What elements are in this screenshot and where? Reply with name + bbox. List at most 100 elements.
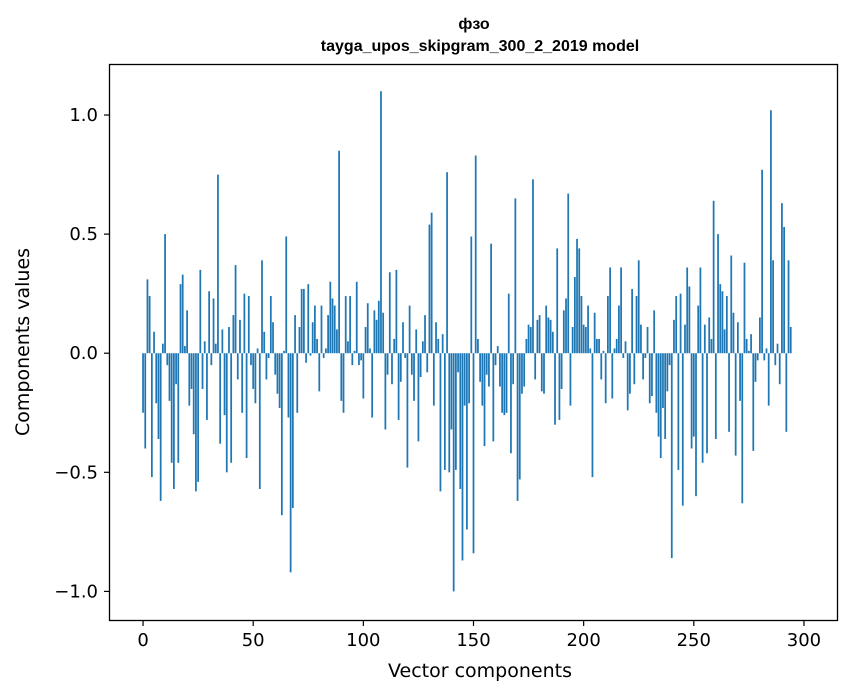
bar-component-99: [360, 353, 363, 361]
x-tick-label: 150: [456, 630, 490, 651]
bar-component-274: [745, 338, 748, 354]
bar-component-102: [366, 303, 369, 354]
bar-component-276: [750, 334, 752, 354]
bar-component-198: [578, 248, 581, 354]
bar-component-171: [518, 353, 521, 480]
bar-component-239: [668, 353, 671, 366]
bar-component-251: [695, 353, 697, 497]
bar-component-129: [426, 353, 429, 373]
bar-component-177: [532, 179, 534, 354]
bar-component-233: [655, 353, 658, 413]
x-tick-label: 100: [346, 630, 380, 651]
bar-component-82: [322, 353, 325, 358]
bar-component-13: [170, 353, 173, 463]
bar-component-46: [243, 293, 246, 354]
bar-component-181: [540, 353, 543, 392]
bar-component-210: [604, 353, 607, 404]
bar-component-54: [261, 260, 263, 354]
bar-component-114: [393, 338, 396, 354]
bar-component-166: [507, 293, 510, 354]
bar-component-231: [651, 353, 653, 397]
bar-component-33: [214, 343, 217, 354]
bar-component-164: [503, 353, 506, 416]
bar-component-242: [675, 296, 678, 354]
bar-component-246: [684, 324, 686, 354]
bar-component-179: [536, 319, 539, 354]
bar-component-245: [681, 353, 684, 506]
bar-component-5: [153, 331, 155, 354]
bar-component-197: [576, 238, 578, 354]
bar-component-134: [437, 338, 440, 354]
bar-component-43: [236, 353, 239, 380]
bar-component-11: [166, 353, 169, 366]
bar-component-41: [232, 315, 235, 354]
bar-component-229: [646, 327, 649, 354]
bar-component-203: [589, 348, 592, 354]
bar-component-224: [635, 296, 638, 354]
bar-component-109: [382, 312, 385, 354]
bar-component-157: [488, 353, 490, 387]
bar-component-57: [267, 353, 270, 358]
bar-component-225: [637, 260, 640, 354]
bar-component-96: [353, 350, 356, 354]
bar-component-279: [756, 353, 759, 361]
bar-component-85: [329, 281, 332, 354]
bar-component-107: [377, 300, 380, 354]
bar-component-290: [781, 203, 783, 354]
bar-component-289: [778, 353, 781, 385]
bar-component-12: [168, 353, 171, 401]
bar-component-209: [602, 350, 605, 354]
bar-component-261: [717, 234, 719, 354]
bar-component-18: [181, 274, 184, 354]
bar-component-61: [276, 353, 279, 394]
bar-component-156: [485, 353, 488, 375]
bar-component-270: [736, 322, 739, 354]
bar-component-63: [280, 353, 283, 516]
bar-component-264: [723, 329, 726, 354]
bar-component-288: [776, 343, 779, 354]
bar-component-45: [241, 353, 244, 413]
bar-component-110: [384, 353, 387, 430]
bar-component-36: [221, 329, 224, 354]
bar-component-67: [289, 353, 292, 573]
bar-component-133: [435, 322, 437, 354]
bar-component-168: [512, 353, 515, 385]
bar-component-117: [399, 353, 402, 382]
bar-component-71: [298, 327, 301, 354]
bar-component-257: [708, 317, 711, 354]
bar-component-94: [349, 296, 352, 354]
bar-component-146: [463, 353, 466, 406]
bar-component-88: [336, 329, 338, 354]
bar-component-1: [144, 353, 147, 449]
bar-component-126: [419, 353, 422, 378]
bar-component-116: [397, 353, 400, 420]
bar-component-27: [201, 353, 204, 389]
bar-component-215: [615, 338, 618, 354]
bar-component-213: [611, 353, 614, 399]
bar-component-176: [529, 327, 532, 354]
bar-component-81: [320, 305, 323, 354]
bar-component-263: [721, 291, 724, 354]
bar-component-106: [375, 319, 378, 354]
bar-component-201: [584, 327, 587, 354]
bar-component-64: [283, 350, 285, 354]
bar-component-91: [342, 353, 345, 413]
bar-component-95: [351, 353, 354, 366]
bar-component-68: [291, 353, 294, 509]
bar-component-175: [527, 324, 530, 354]
bar-component-83: [325, 348, 327, 354]
bar-component-44: [239, 319, 241, 354]
bar-component-271: [739, 353, 741, 401]
bar-component-235: [659, 353, 662, 459]
bar-component-138: [446, 172, 448, 354]
bar-component-192: [565, 298, 567, 354]
bar-component-232: [653, 310, 656, 354]
bar-component-293: [787, 260, 790, 354]
bar-component-150: [472, 353, 475, 554]
bar-component-190: [560, 353, 563, 389]
bar-component-135: [439, 353, 442, 492]
bar-component-250: [692, 353, 695, 437]
bar-component-112: [388, 272, 391, 354]
bar-component-93: [347, 341, 349, 354]
